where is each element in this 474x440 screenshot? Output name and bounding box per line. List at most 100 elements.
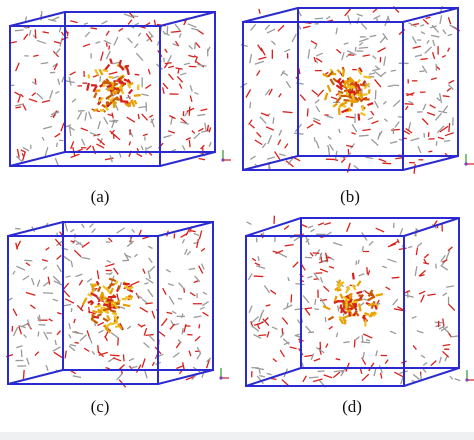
box-edge: [159, 11, 216, 27]
molecule-bond: [358, 46, 369, 49]
molecule-bond: [12, 270, 16, 275]
molecule-bond: [379, 372, 383, 379]
molecule-bond: [387, 85, 393, 88]
molecule-bond: [368, 362, 375, 372]
panel-label: (b): [340, 187, 360, 206]
molecule-bond: [285, 80, 292, 89]
molecule-bond: [389, 330, 397, 335]
molecule-bond: [132, 15, 139, 18]
cluster-bond: [341, 308, 348, 315]
molecule-bond: [148, 334, 155, 342]
molecule-bond: [283, 304, 293, 311]
molecule-bond: [57, 78, 61, 86]
molecule-bond: [442, 343, 451, 347]
molecule-bond: [105, 50, 111, 60]
molecule-bond: [419, 70, 425, 73]
molecule-bond: [64, 80, 75, 84]
molecule-bond: [54, 48, 61, 55]
molecule-bond: [10, 41, 17, 44]
molecule-bond: [265, 304, 271, 307]
molecule-bond: [277, 139, 282, 146]
molecule-bond: [15, 103, 24, 107]
cluster-bond: [332, 102, 338, 108]
molecule-bond: [291, 33, 297, 43]
box-edge: [9, 11, 66, 27]
molecule-bond: [335, 27, 338, 35]
molecule-bond: [163, 134, 172, 139]
molecule-bond: [394, 371, 404, 378]
cluster-bond: [333, 300, 340, 305]
molecule-bond: [186, 107, 195, 113]
molecule-bond: [309, 252, 314, 257]
molecule-bond: [50, 16, 60, 22]
cluster-bond: [133, 99, 138, 105]
cluster-bond: [323, 92, 329, 101]
molecule-bond: [365, 339, 371, 342]
molecule-bond: [302, 375, 307, 383]
molecule-bond: [266, 372, 272, 376]
molecule-bond: [91, 350, 96, 355]
molecule-bond: [314, 298, 317, 305]
axis-glyph: [465, 378, 469, 382]
molecule-bond: [308, 376, 319, 379]
simulation-box: [245, 215, 474, 388]
molecule-bond: [446, 87, 452, 92]
molecule-bond: [198, 324, 201, 329]
molecule-bond: [314, 44, 318, 50]
molecule-bond: [440, 264, 449, 271]
molecule-bond: [343, 42, 349, 45]
molecule-bond: [180, 117, 187, 124]
molecule-bond: [362, 128, 371, 132]
molecule-bond: [97, 138, 106, 146]
molecule-bond: [407, 245, 413, 249]
cluster-bond: [123, 78, 131, 83]
cluster-bond: [336, 69, 342, 74]
molecule-bond: [362, 54, 370, 57]
box-back-face: [297, 7, 459, 157]
cluster-bond: [338, 318, 345, 325]
molecule-bond: [43, 331, 49, 340]
cluster-bond: [105, 101, 112, 106]
molecule-bond: [53, 351, 63, 359]
cluster-bond: [327, 315, 335, 321]
molecule-bond: [320, 297, 327, 308]
molecule-bond: [356, 13, 363, 17]
cluster-bond: [114, 280, 119, 286]
cluster-bond: [373, 302, 379, 308]
molecule-bond: [42, 31, 50, 34]
box-edge: [402, 7, 459, 23]
cluster-bond: [118, 81, 127, 85]
molecule-bond: [36, 92, 44, 100]
molecule-bond: [40, 11, 43, 21]
cluster-bond: [374, 304, 378, 310]
molecule-bond: [311, 89, 319, 96]
cluster-bond: [364, 311, 370, 316]
molecule-bond: [52, 275, 61, 284]
cluster-bond: [367, 89, 371, 94]
molecule-bond: [73, 318, 76, 324]
molecule-bond: [98, 351, 108, 356]
molecule-bond: [247, 273, 253, 281]
molecule-bond: [373, 368, 377, 377]
molecule-bond: [20, 149, 27, 153]
molecule-bond: [201, 369, 206, 378]
molecule-bond: [180, 121, 189, 125]
molecule-bond: [185, 137, 191, 141]
molecule-bond: [187, 23, 197, 28]
molecule-bond: [438, 93, 443, 104]
cluster-bond: [126, 67, 130, 76]
molecule-bond: [278, 252, 288, 258]
molecule-bond: [105, 367, 110, 370]
molecule-bond: [328, 143, 334, 151]
molecule-bond: [117, 337, 119, 346]
molecule-bond: [346, 163, 351, 173]
molecule-bond: [198, 265, 204, 274]
box-edge: [9, 151, 66, 167]
molecule-bond: [99, 137, 103, 144]
molecule-bond: [411, 315, 417, 320]
molecule-bond: [324, 222, 331, 226]
molecule-bond: [360, 22, 368, 30]
molecule-bond: [177, 68, 180, 74]
molecule-bond: [125, 254, 132, 259]
